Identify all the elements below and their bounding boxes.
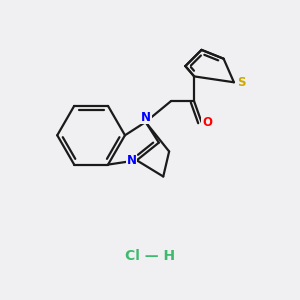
Text: O: O	[202, 116, 212, 128]
Text: S: S	[237, 76, 245, 89]
Text: N: N	[141, 110, 151, 124]
Text: Cl — H: Cl — H	[125, 249, 175, 263]
Text: N: N	[127, 154, 136, 167]
